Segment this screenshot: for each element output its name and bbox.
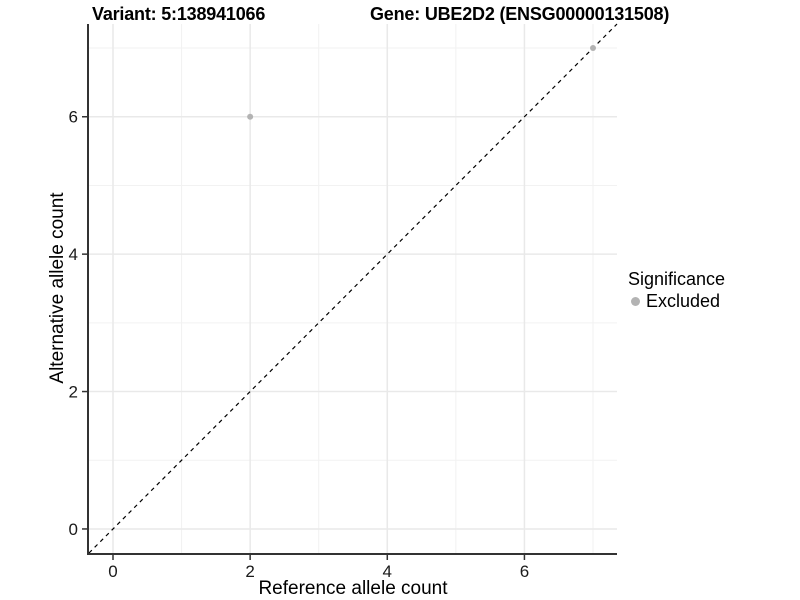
x-tick-label: 4 — [383, 562, 392, 581]
legend: Significance Excluded — [628, 268, 725, 311]
y-axis-title: Alternative allele count — [47, 192, 68, 384]
x-axis-title: Reference allele count — [258, 578, 448, 599]
y-tick-label: 2 — [69, 383, 78, 402]
legend-item-label: Excluded — [646, 291, 721, 311]
y-tick-label: 6 — [69, 108, 78, 127]
data-point — [590, 45, 596, 52]
legend-item-excluded: Excluded — [628, 291, 725, 311]
legend-title: Significance — [628, 269, 726, 289]
plot-title-variant: Variant: 5:138941066 — [92, 4, 266, 24]
x-tick-label: 6 — [520, 562, 529, 581]
identity-line — [88, 23, 618, 554]
data-point — [247, 113, 254, 120]
x-tick-label: 2 — [245, 562, 254, 581]
y-tick-label: 4 — [69, 245, 78, 264]
excluded-point-icon — [631, 296, 640, 306]
x-tick-label: 0 — [108, 562, 117, 581]
plot-title-gene: Gene: UBE2D2 (ENSG00000131508) — [370, 4, 670, 24]
y-tick-label: 0 — [69, 520, 78, 539]
